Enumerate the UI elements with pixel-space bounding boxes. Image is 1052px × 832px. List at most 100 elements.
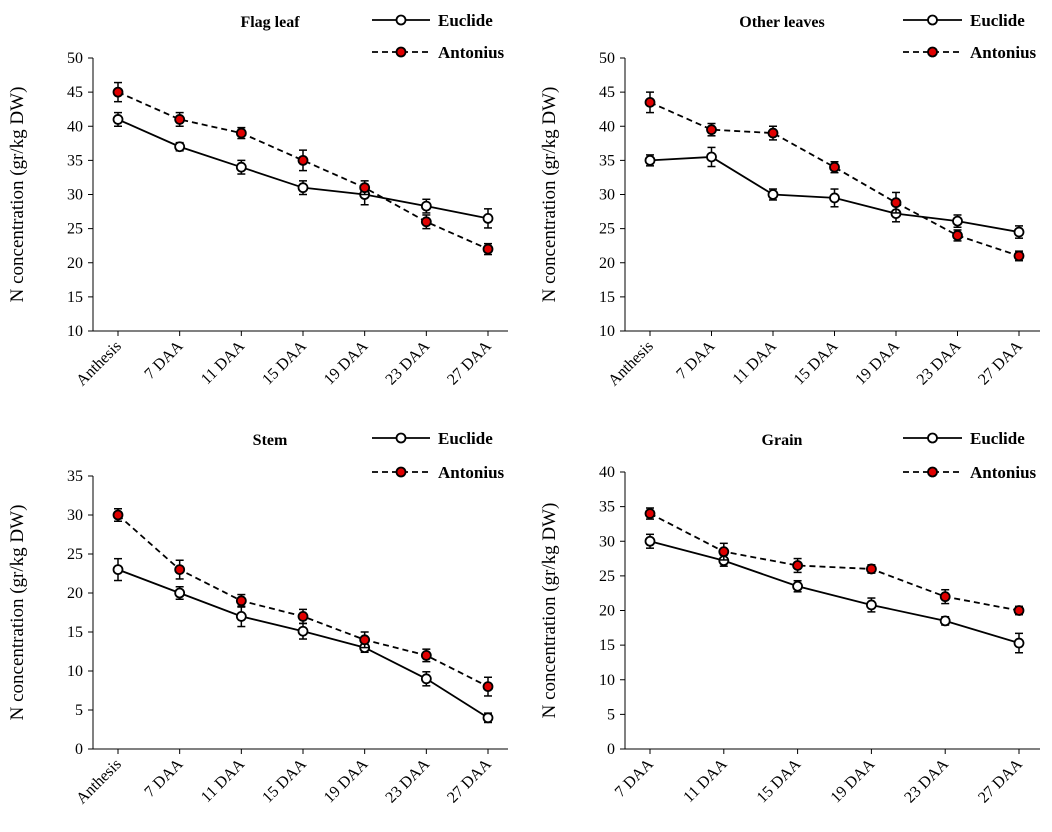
x-tick-label: 7 DAA [141,337,186,382]
legend-label: Euclide [438,429,493,448]
data-point-antonius [644,96,656,108]
y-tick-label: 0 [607,741,615,758]
x-tick-label: 27 DAA [444,337,495,388]
y-tick-label: 25 [599,568,615,585]
data-point-euclide [644,535,656,547]
x-tick-label: 7 DAA [141,755,186,800]
legend-label: Antonius [438,43,505,62]
y-tick-label: 15 [599,637,615,654]
x-tick-label: Anthesis [605,338,657,390]
y-tick-label: 30 [599,187,615,204]
x-tick-label: 23 DAA [382,337,433,388]
y-tick-label: 20 [67,585,83,602]
legend-marker [395,466,407,478]
chart-panel-4: 0 5 10 15 20 25 30 35 40 7 DAA 11 DAA 15 DAA 19 DAA 2… [539,429,1040,806]
legend-marker [927,46,938,58]
data-point-antonius [420,216,432,228]
legend-label: Euclide [970,11,1025,30]
chart-title: Grain [762,432,803,449]
data-point-antonius [174,564,186,575]
series-line-euclide [649,540,1020,644]
y-tick-label: 20 [599,255,615,272]
x-tick-label: 11 DAA [198,337,249,388]
chart-panel-1: 10 15 20 25 30 35 40 45 50 Anthesis 7 DAA 11 DAA 15 … [7,11,508,389]
data-point-antonius [297,611,309,622]
data-point-euclide [174,141,186,153]
legend-label: Antonius [970,43,1037,62]
data-point-euclide [939,615,951,627]
y-tick-label: 10 [599,323,615,340]
data-point-euclide [1013,637,1025,649]
data-point-antonius [482,243,494,255]
data-point-antonius [235,127,247,139]
data-point-euclide [420,200,432,212]
data-point-antonius [1013,605,1025,616]
series-line-antonius [649,101,1020,257]
data-point-antonius [939,591,951,603]
x-tick-label: 23 DAA [901,755,952,806]
data-point-euclide [482,212,494,224]
y-tick-label: 30 [599,533,615,550]
x-tick-label: 27 DAA [444,755,495,806]
data-point-euclide [112,114,124,125]
legend-marker [927,432,938,444]
data-point-antonius [297,154,309,166]
y-tick-label: 20 [67,255,83,272]
data-point-antonius [359,634,371,646]
y-tick-label: 40 [599,464,615,481]
x-tick-label: 19 DAA [321,337,372,388]
series-line-antonius [649,512,1020,612]
y-tick-label: 25 [599,221,615,238]
y-tick-label: 15 [67,624,83,641]
data-point-euclide [644,154,656,166]
y-tick-label: 25 [67,546,83,563]
y-axis-label: N concentration (gr/kg DW) [7,505,28,721]
data-point-euclide [297,182,309,194]
y-tick-label: 35 [599,152,615,169]
data-point-euclide [297,625,309,637]
data-point-antonius [420,650,432,661]
y-tick-label: 45 [599,84,615,101]
x-tick-label: 15 DAA [259,337,310,388]
x-tick-label: 19 DAA [852,337,903,388]
data-point-antonius [644,508,656,519]
legend-marker [927,14,938,26]
data-point-antonius [952,230,963,241]
y-tick-label: 0 [75,741,83,758]
y-tick-label: 20 [599,603,615,620]
x-tick-label: Anthesis [73,338,125,390]
chart-panel-3: 0 5 10 15 20 25 30 35 Anthesis 7 DAA 11 DAA 15 DAA 1… [7,429,508,807]
legend-marker [395,432,407,444]
x-tick-label: 19 DAA [321,755,372,806]
series-line-euclide [117,568,489,719]
data-point-euclide [866,599,877,611]
y-tick-label: 5 [75,702,83,719]
data-point-euclide [792,580,803,592]
data-point-euclide [706,151,717,163]
y-tick-label: 35 [599,499,615,516]
legend-label: Euclide [438,11,493,30]
y-tick-label: 45 [67,84,83,101]
x-tick-label: Anthesis [73,756,125,808]
y-tick-label: 50 [599,50,615,67]
x-tick-label: 11 DAA [730,337,781,388]
x-tick-label: 11 DAA [198,755,249,806]
data-point-antonius [718,546,730,558]
x-tick-label: 15 DAA [754,755,805,806]
x-tick-label: 19 DAA [828,755,879,806]
y-tick-label: 35 [67,152,83,169]
y-tick-label: 10 [67,663,83,680]
data-point-antonius [829,161,840,173]
data-point-antonius [792,560,803,571]
data-point-euclide [767,189,779,200]
data-point-antonius [235,595,247,607]
y-tick-label: 50 [67,50,83,67]
x-tick-label: 7 DAA [612,755,657,800]
y-tick-label: 40 [599,118,615,135]
y-tick-label: 30 [67,507,83,524]
x-tick-label: 23 DAA [382,755,433,806]
data-point-euclide [235,611,247,622]
y-tick-label: 25 [67,221,83,238]
data-point-antonius [1013,250,1025,262]
